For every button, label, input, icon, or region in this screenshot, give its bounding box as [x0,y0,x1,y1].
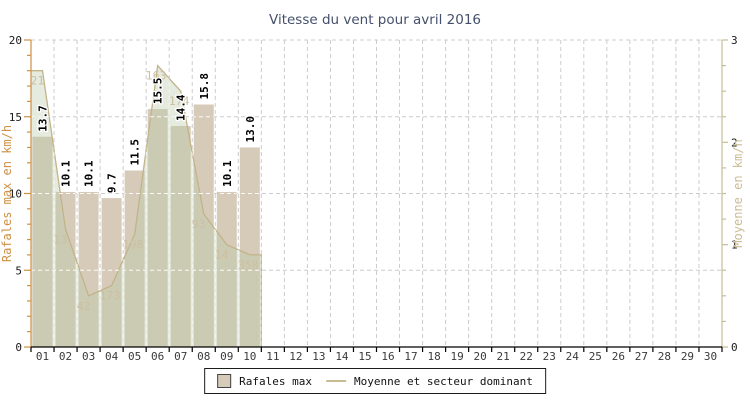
sector-label: 93 [192,217,206,231]
y-tick-label-right: 0 [731,341,738,354]
x-tick-label: 26 [612,350,625,363]
bar-rafales [147,109,168,347]
moyenne-line [31,64,262,347]
x-tick-label: 24 [566,350,580,363]
x-tick-label: 10 [243,350,256,363]
sector-label: 198 [123,237,144,251]
y-tick-label-right: 1 [731,239,738,252]
y-tick-label-left: 15 [9,111,22,124]
x-tick-label: 18 [427,350,440,363]
chart-title: Vitesse du vent pour avril 2016 [269,12,481,28]
sector-label: 21 [31,74,45,88]
bar-value-label: 10.1 [60,160,73,187]
right-axis-title: Moyenne en km/h [731,139,745,247]
x-tick-label: 12 [289,350,302,363]
x-tick-label: 04 [105,350,119,363]
sector-label: 163 [146,69,167,83]
x-tick-label: 09 [220,350,233,363]
bar-value-label: 15.5 [152,78,165,105]
x-tick-label: 19 [450,350,463,363]
y-tick-label-left: 10 [9,188,22,201]
bar-rafales [193,104,214,347]
sector-label: 14 [215,248,229,262]
x-tick-label: 14 [335,350,349,363]
bar-rafales [78,191,99,347]
bar-value-label: 13.7 [37,105,50,132]
x-tick-label: 25 [589,350,602,363]
legend-rafales-label: Rafales max [239,374,313,388]
x-tick-label: 28 [658,350,671,363]
bar-rafales [124,170,145,347]
y-tick-label-right: 3 [731,34,738,47]
x-tick-label: 01 [36,350,49,363]
bar-value-label: 15.8 [198,73,211,100]
x-tick-label: 03 [82,350,95,363]
x-tick-label: 06 [151,350,164,363]
left-axis-title: Rafales max en km/h [0,125,14,262]
x-tick-label: 11 [266,350,279,363]
legend-rafales-swatch [217,374,232,388]
sector-label: 42 [77,299,91,313]
x-tick-label: 30 [704,350,717,363]
x-tick-label: 02 [59,350,72,363]
bar-rafales [239,147,260,347]
x-tick-label: 20 [474,350,487,363]
x-tick-label: 16 [381,350,394,363]
y-tick-label-left: 5 [15,264,22,277]
x-tick-label: 17 [404,350,417,363]
right-axis [721,39,728,348]
sector-label: 173 [100,289,121,303]
sector-label: 13 [54,232,68,246]
sector-label: 358 [238,258,259,272]
x-tick-label: 05 [128,350,141,363]
legend-moyenne-label: Moyenne et secteur dominant [354,374,533,388]
y-tick-label-left: 20 [9,34,22,47]
legend-moyenne-line-icon [326,380,347,382]
bar-value-label: 10.1 [83,160,96,187]
bar-rafales [32,136,53,347]
bar-rafales [216,191,237,347]
x-tick-label: 21 [497,350,510,363]
x-tick-label: 29 [681,350,694,363]
bar-rafales [170,125,191,348]
bar-value-label: 9.7 [106,173,119,193]
bar-rafales [55,191,76,347]
x-tick-label: 22 [520,350,533,363]
x-tick-label: 13 [312,350,325,363]
x-tick-label: 27 [635,350,648,363]
x-axis [30,346,723,352]
left-axis [24,39,32,348]
legend: Rafales max Moyenne et secteur dominant [204,368,546,394]
y-tick-label-left: 0 [15,341,22,354]
bar-value-label: 14.4 [175,94,188,121]
x-tick-label: 08 [197,350,210,363]
sector-label: 174 [169,94,190,108]
moyenne-area [31,65,262,347]
x-tick-label: 07 [174,350,187,363]
bar-value-label: 10.1 [221,160,234,187]
bar-rafales [101,198,122,347]
bar-value-label: 13.0 [244,116,257,143]
x-tick-label: 15 [358,350,371,363]
y-tick-label-right: 2 [731,136,738,149]
x-tick-label: 23 [543,350,556,363]
bar-value-label: 11.5 [129,139,142,166]
